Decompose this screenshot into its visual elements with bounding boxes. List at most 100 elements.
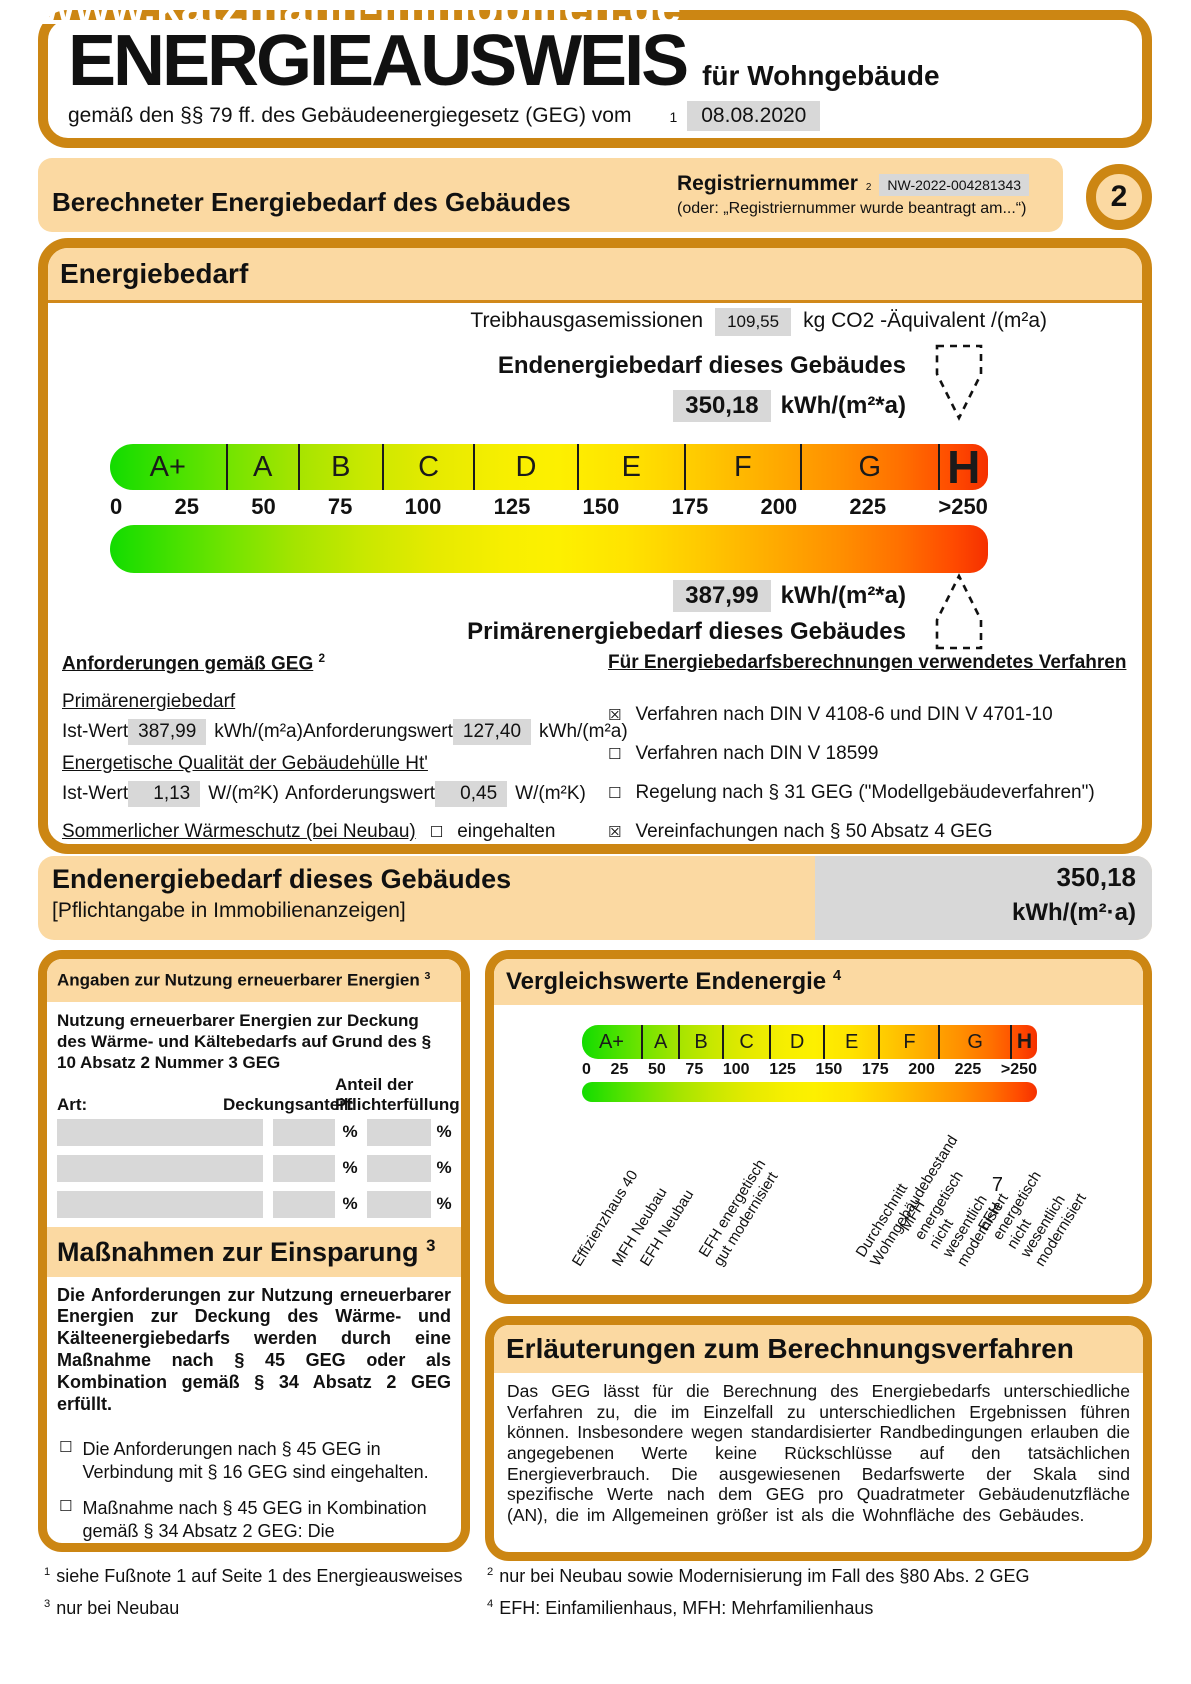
checkbox-icon[interactable]: ☒ bbox=[608, 706, 622, 724]
anforderungen-title: Anforderungen gemäß GEG bbox=[62, 653, 314, 675]
verfahren-options: ☒ Verfahren nach DIN V 4108-6 und DIN V … bbox=[608, 704, 1142, 843]
checkbox-icon[interactable]: ☐ bbox=[59, 1497, 73, 1516]
verfahren-option[interactable]: ☒ Vereinfachungen nach § 50 Absatz 4 GEG bbox=[608, 821, 1142, 843]
col-deckung-label: Deckungsanteil: bbox=[223, 1094, 355, 1114]
energy-scale-tick: 25 bbox=[174, 494, 199, 519]
huelle-ist-field[interactable]: 1,13 bbox=[128, 781, 201, 808]
verfahren-column: Für Energiebedarfsberechnungen verwendet… bbox=[608, 652, 1142, 844]
section-band-title: Berechneter Energiebedarf des Gebäudes bbox=[52, 186, 571, 217]
massnahme-option-2[interactable]: ☐ Maßnahme nach § 45 GEG in Kombination … bbox=[47, 1497, 461, 1543]
energy-scale-tick: 100 bbox=[404, 494, 442, 519]
energy-class-letter: A+ bbox=[582, 1025, 643, 1059]
footnote-ref-1: 1 bbox=[669, 108, 678, 125]
page-number-badge: 2 bbox=[1086, 164, 1152, 230]
energiebedarf-panel: Energiebedarf Treibhausgasemissionen 109… bbox=[38, 238, 1152, 854]
erneuerbar-column-heads: Art: Deckungsanteil: Anteil der Pflichte… bbox=[47, 1073, 461, 1118]
panel-page-number: 7 bbox=[991, 1174, 1003, 1196]
vergleich-scale-ticks: 0 25 50 75 100 125 150 175 200 225 >250 bbox=[582, 1059, 1037, 1082]
pflichterfuellung-field[interactable] bbox=[367, 1118, 431, 1146]
primaerenergie-value-row: 387,99 kWh/(m²*a) bbox=[673, 580, 906, 612]
footnote-ref-3: 3 bbox=[424, 970, 431, 982]
endenergiebedarf-band: Endenergiebedarf dieses Gebäudes [Pflich… bbox=[38, 856, 1152, 940]
erneuerbar-intro: Nutzung erneuerbarer Energien zur Deckun… bbox=[57, 1010, 432, 1073]
anforderungen-column: Anforderungen gemäß GEG 2 Primärenergieb… bbox=[62, 652, 628, 843]
art-field[interactable] bbox=[57, 1190, 263, 1218]
huelle-ist-unit: W/(m²K) bbox=[208, 783, 279, 805]
vergleich-title-text: Vergleichswerte Endenergie bbox=[506, 968, 827, 995]
vergleich-gradient-bar bbox=[582, 1082, 1037, 1102]
page-subtitle: für Wohngebäude bbox=[702, 60, 940, 91]
endenergie-value-field[interactable]: 350,18 bbox=[673, 390, 771, 422]
energy-scale-tick: 0 bbox=[582, 1061, 591, 1078]
footnote-4-sup: 4 bbox=[487, 1598, 494, 1610]
footnote-ref-2: 2 bbox=[318, 652, 326, 665]
footnotes: 1 siehe Fußnote 1 auf Seite 1 des Energie… bbox=[44, 1566, 1154, 1630]
huelle-anforderung-field[interactable]: 0,45 bbox=[435, 781, 508, 808]
watermark-underline bbox=[40, 20, 1080, 24]
checkbox-icon[interactable]: ☐ bbox=[608, 784, 622, 802]
art-field[interactable] bbox=[57, 1154, 263, 1182]
energy-class-letter: E bbox=[579, 444, 686, 490]
energy-scale-tick: 175 bbox=[671, 494, 709, 519]
vergleich-scale: A+ A B C D E F G H 0 25 50 75 100 125 150 175 200 225 >250 bbox=[582, 1025, 1037, 1102]
registration-number-field[interactable]: NW-2022-004281343 bbox=[879, 174, 1030, 196]
energy-scale-tick: 150 bbox=[815, 1061, 843, 1078]
percent-sign: % bbox=[342, 1194, 358, 1213]
vergleich-reference-labels: Effizienzhaus 40 MFH Neubau EFH Neubau EFH … bbox=[569, 1102, 1090, 1280]
endenergie-value-row: 350,18 kWh/(m²*a) bbox=[673, 390, 906, 422]
verfahren-option[interactable]: ☒ Verfahren nach DIN V 4108-6 und DIN V … bbox=[608, 704, 1142, 726]
energy-scale: A+ A B C D E F G H 0 25 50 75 100 125 150 175 200 225 >250 bbox=[110, 441, 988, 573]
erneuerbar-title-text: Angaben zur Nutzung erneuerbarer Energie… bbox=[57, 970, 420, 990]
percent-sign: % bbox=[342, 1122, 358, 1141]
registration-label: Registriernummer bbox=[677, 172, 858, 195]
prim-ist-field[interactable]: 387,99 bbox=[128, 719, 207, 746]
pflichterfuellung-field[interactable] bbox=[367, 1190, 431, 1218]
energy-class-letter: G bbox=[802, 444, 940, 490]
energy-class-letter: A+ bbox=[110, 444, 228, 490]
checkbox-icon[interactable]: ☐ bbox=[608, 745, 622, 763]
verfahren-option[interactable]: ☐ Regelung nach § 31 GEG ("Modellgebäude… bbox=[608, 782, 1142, 804]
registration-block: Registriernummer 2 NW-2022-004281343 (od… bbox=[677, 172, 1049, 218]
massnahme-option-2-label: Maßnahme nach § 45 GEG in Kombination ge… bbox=[82, 1497, 453, 1543]
vergleich-reference-label: EFH energetisch gut modernisiert bbox=[695, 1156, 782, 1270]
checkbox-icon[interactable]: ☐ bbox=[429, 823, 444, 842]
massnahme-option-2-pre: Maßnahme nach § 45 GEG in Kombination ge… bbox=[82, 1498, 427, 1541]
ghg-value-field[interactable]: 109,55 bbox=[715, 308, 792, 336]
page-title: ENERGIEAUSWEIS bbox=[68, 21, 689, 101]
energy-scale-tick: 50 bbox=[647, 1061, 666, 1078]
checkbox-icon[interactable]: ☒ bbox=[608, 823, 622, 841]
energy-class-letter: D bbox=[475, 444, 579, 490]
law-text: gemäß den §§ 79 ff. des Gebäudeenergiege… bbox=[68, 103, 632, 127]
ghg-row: Treibhausgasemissionen 109,55 kg CO2 -Äq… bbox=[48, 308, 1142, 336]
pflichterfuellung-field[interactable] bbox=[367, 1154, 431, 1182]
primaerenergie-value-field[interactable]: 387,99 bbox=[673, 580, 771, 612]
energy-scale-tick: >250 bbox=[938, 494, 988, 519]
verfahren-option[interactable]: ☐ Verfahren nach DIN V 18599 bbox=[608, 743, 1142, 765]
primaerenergiebedarf-heading: Primärenergiebedarf bbox=[62, 691, 236, 713]
checkbox-icon[interactable]: ☐ bbox=[59, 1438, 73, 1457]
footnote-3-text: nur bei Neubau bbox=[56, 1598, 180, 1618]
huelle-anforderung-unit: W/(m²K) bbox=[515, 783, 586, 805]
energy-scale-tick: 150 bbox=[582, 494, 620, 519]
energy-scale-tick: 225 bbox=[849, 494, 887, 519]
footnote-2-text: nur bei Neubau sowie Modernisierung im F… bbox=[499, 1566, 1030, 1586]
primaerenergie-unit: kWh/(m²*a) bbox=[780, 582, 906, 609]
verfahren-option-label: Verfahren nach DIN V 4108-6 und DIN V 47… bbox=[635, 704, 1053, 725]
prim-anforderung-field[interactable]: 127,40 bbox=[452, 719, 532, 746]
energy-scale-tick: 50 bbox=[251, 494, 276, 519]
vergleich-panel-title: Vergleichswerte Endenergie 4 bbox=[494, 959, 1143, 1005]
deckungsanteil-field[interactable] bbox=[273, 1190, 335, 1218]
percent-sign: % bbox=[436, 1194, 452, 1213]
erneuerbar-panel-title: Angaben zur Nutzung erneuerbarer Energie… bbox=[47, 959, 461, 1002]
anforderungswert-label: Anforderungswert bbox=[302, 721, 453, 743]
verfahren-title: Für Energiebedarfsberechnungen verwendet… bbox=[608, 652, 1127, 673]
art-field[interactable] bbox=[57, 1118, 263, 1146]
endband-value: 350,18 bbox=[1056, 862, 1136, 892]
deckungsanteil-field[interactable] bbox=[273, 1118, 335, 1146]
energy-class-letter: H bbox=[947, 441, 981, 493]
prim-anforderung-unit: kWh/(m²a) bbox=[539, 721, 628, 743]
footnote-4-text: EFH: Einfamilienhaus, MFH: Mehrfamilienh… bbox=[499, 1598, 874, 1618]
issue-date-field[interactable]: 08.08.2020 bbox=[687, 100, 821, 131]
deckungsanteil-field[interactable] bbox=[273, 1154, 335, 1182]
massnahme-option-1[interactable]: ☐ Die Anforderungen nach § 45 GEG in Ver… bbox=[47, 1438, 461, 1483]
